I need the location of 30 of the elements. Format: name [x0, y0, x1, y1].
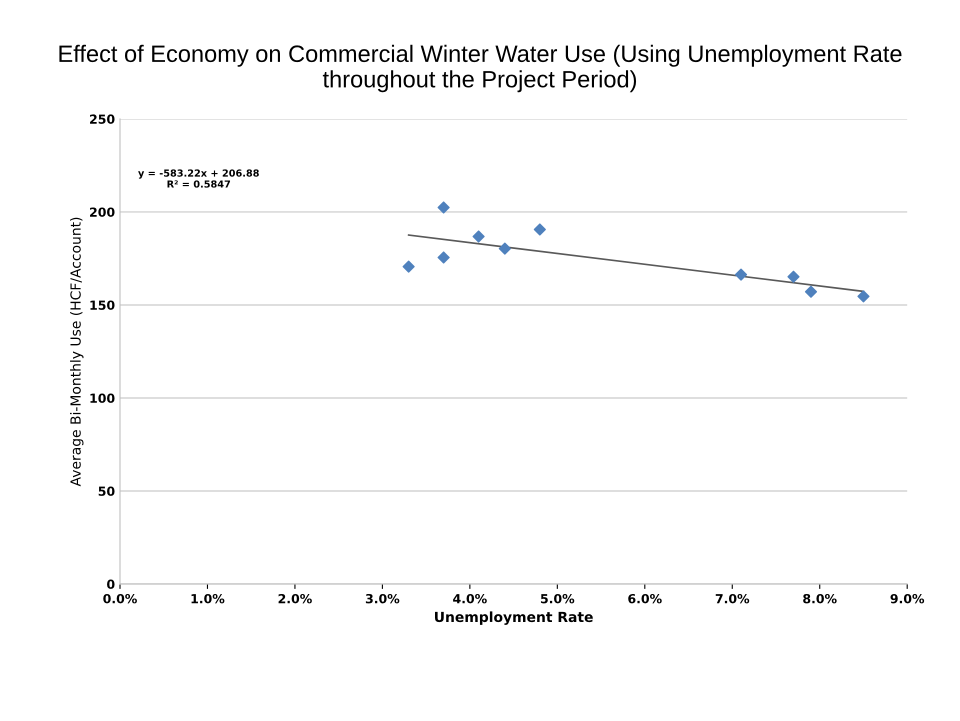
x-tick-label: 7.0%: [716, 594, 750, 604]
annotation: y = -583.22x + 206.88 R² = 0.5847: [138, 169, 259, 188]
x-axis-title: Unemployment Rate: [435, 611, 593, 625]
y-tick-label: 100: [90, 393, 115, 403]
y-tick-label: 200: [90, 207, 115, 217]
y-tick-label: 150: [90, 300, 115, 310]
y-tick-label: 250: [90, 114, 115, 124]
y-tick-label: 50: [98, 486, 115, 496]
x-tick-label: 3.0%: [366, 594, 400, 604]
y-tick-label: 0: [107, 579, 115, 589]
point: [787, 270, 800, 283]
x-tick-label: 8.0%: [803, 594, 837, 604]
x-tick-label: 6.0%: [628, 594, 662, 604]
point: [804, 286, 818, 298]
x-tick-label: 5.0%: [540, 594, 574, 604]
point: [734, 268, 748, 281]
point: [402, 260, 415, 273]
x-tick-label: 4.0%: [453, 594, 487, 604]
point: [438, 251, 450, 264]
chart-title: Effect of Economy on Commercial Winter Water Use (Using Unemployment Rate throughout the Project Period): [59, 44, 902, 92]
point: [534, 223, 546, 236]
x-tick-label: 0.0%: [103, 594, 137, 604]
x-tick-label: 9.0%: [890, 594, 924, 604]
y-axis-title: Average Bi-Monthly Use (HCF/Account): [70, 218, 84, 486]
point: [498, 242, 511, 255]
x-tick-label: 2.0%: [278, 594, 312, 604]
point: [438, 201, 450, 214]
point: [472, 230, 485, 243]
x-tick-label: 1.0%: [192, 594, 224, 604]
point: [857, 290, 870, 302]
